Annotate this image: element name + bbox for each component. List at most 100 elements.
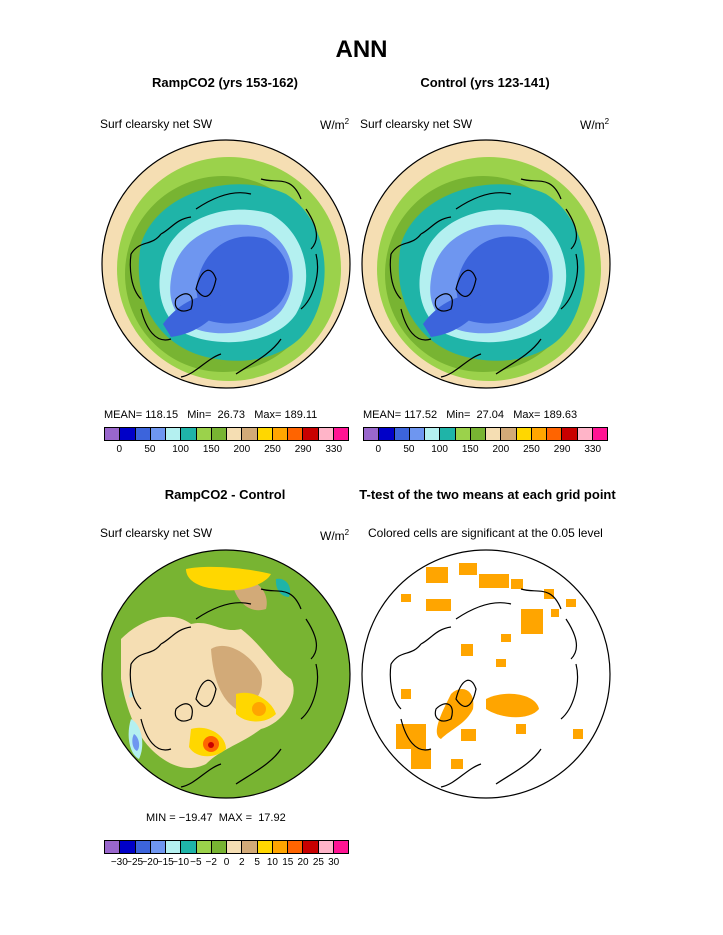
- colorbar-tick-label: −5: [190, 857, 202, 868]
- colorbar-tick-label: −15: [156, 857, 174, 868]
- colorbar-swatch: [196, 841, 212, 853]
- polar-map-difference: [101, 549, 351, 799]
- colorbar-swatch: [257, 841, 273, 853]
- colorbar-tick-label: 25: [312, 857, 324, 868]
- colorbar-tick-label: 330: [325, 444, 343, 455]
- colorbar-tick-label: 150: [202, 444, 220, 455]
- colorbar-tick-label: 10: [266, 857, 278, 868]
- colorbar-swatch: [288, 841, 304, 853]
- stats-control: MEAN= 117.52 Min= 27.04 Max= 189.63: [363, 409, 578, 421]
- colorbar-tick-label: 0: [116, 444, 123, 455]
- polar-map-ttest: [361, 549, 611, 799]
- colorbar-swatch: [592, 428, 607, 440]
- panel-subtitle-difference: Surf clearsky net SW: [100, 526, 213, 540]
- colorbar-swatch: [455, 428, 471, 440]
- panel-title-control: Control (yrs 123-141): [420, 75, 550, 90]
- panel-title-ttest: T-test of the two means at each grid poi…: [359, 487, 616, 502]
- colorbar-swatch: [409, 428, 425, 440]
- colorbar-swatch: [531, 428, 547, 440]
- colorbar-swatch: [394, 428, 410, 440]
- colorbar-swatch: [272, 841, 288, 853]
- colorbar-tick-label: 5: [254, 857, 260, 868]
- colorbar-tick-label: 250: [523, 444, 540, 455]
- colorbar-tick-label: 200: [233, 444, 251, 455]
- colorbar-swatch: [211, 841, 227, 853]
- colorbar-tick-label: 250: [264, 444, 281, 455]
- colorbar-swatch: [318, 428, 334, 440]
- colorbar-tick-label: 0: [223, 857, 230, 868]
- colorbar-tick-label: −25: [126, 857, 144, 868]
- units-label-control: W/m2: [580, 117, 610, 132]
- colorbar-tick-label: 100: [431, 444, 448, 455]
- colorbar-swatch: [379, 428, 395, 440]
- colorbar-swatch: [181, 428, 197, 440]
- colorbar-tick-label: 290: [553, 444, 571, 455]
- colorbar-swatch: [211, 428, 227, 440]
- colorbar-swatch: [150, 428, 166, 440]
- colorbar-tick-label: 50: [403, 444, 415, 455]
- colorbar-swatch: [227, 428, 243, 440]
- colorbar-swatch: [242, 428, 258, 440]
- colorbar-swatch: [440, 428, 456, 440]
- colorbar-tick-label: 30: [328, 857, 340, 868]
- colorbar-swatch: [303, 428, 319, 440]
- colorbar-tick-label: 330: [584, 444, 602, 455]
- colorbar-swatch: [135, 428, 151, 440]
- polar-map-control: [361, 139, 611, 389]
- colorbar-swatch: [288, 428, 304, 440]
- colorbar-swatch: [135, 841, 151, 853]
- colorbar-tick-label: −2: [205, 857, 217, 868]
- colorbar-tick-label: 20: [297, 857, 309, 868]
- panel-title-rampco2: RampCO2 (yrs 153-162): [152, 75, 298, 90]
- colorbar-control: [363, 427, 608, 441]
- colorbar-tick-label: 100: [172, 444, 189, 455]
- colorbar-swatch: [425, 428, 441, 440]
- panel-subtitle-ttest: Colored cells are significant at the 0.0…: [368, 526, 603, 540]
- colorbar-rampco2: [104, 427, 349, 441]
- colorbar-swatch: [562, 428, 578, 440]
- colorbar-tick-label: 50: [144, 444, 156, 455]
- colorbar-swatch: [166, 841, 182, 853]
- colorbar-swatch: [105, 428, 121, 440]
- units-label-rampco2: W/m2: [320, 117, 350, 132]
- colorbar-swatch: [105, 841, 121, 853]
- colorbar-swatch: [196, 428, 212, 440]
- colorbar-swatch: [364, 428, 380, 440]
- colorbar-swatch: [181, 841, 197, 853]
- figure-title: ANN: [335, 36, 388, 63]
- polar-map-rampco2: [101, 139, 351, 389]
- colorbar-swatch: [333, 428, 348, 440]
- colorbar-swatch: [227, 841, 243, 853]
- colorbar-swatch: [303, 841, 319, 853]
- colorbar-swatch: [501, 428, 517, 440]
- colorbar-swatch: [333, 841, 348, 853]
- colorbar-tick-label: 0: [375, 444, 382, 455]
- colorbar-swatch: [470, 428, 486, 440]
- colorbar-tick-label: −30: [110, 857, 128, 868]
- colorbar-tick-label: 15: [282, 857, 294, 868]
- colorbar-difference: [104, 840, 349, 854]
- stats-rampco2: MEAN= 118.15 Min= 26.73 Max= 189.11: [104, 409, 318, 421]
- colorbar-swatch: [547, 428, 563, 440]
- panel-title-difference: RampCO2 - Control: [164, 487, 286, 502]
- colorbar-swatch: [166, 428, 182, 440]
- colorbar-swatch: [577, 428, 593, 440]
- colorbar-tick-label: 150: [461, 444, 479, 455]
- colorbar-tick-label: 200: [492, 444, 510, 455]
- colorbar-swatch: [516, 428, 532, 440]
- colorbar-swatch: [242, 841, 258, 853]
- panel-subtitle-control: Surf clearsky net SW: [360, 117, 473, 131]
- colorbar-swatch: [257, 428, 273, 440]
- colorbar-tick-label: −10: [172, 857, 190, 868]
- colorbar-swatch: [120, 428, 136, 440]
- colorbar-swatch: [272, 428, 288, 440]
- colorbar-tick-label: −20: [141, 857, 159, 868]
- units-label-difference: W/m2: [320, 528, 350, 543]
- colorbar-swatch: [486, 428, 502, 440]
- colorbar-swatch: [120, 841, 136, 853]
- panel-subtitle-rampco2: Surf clearsky net SW: [100, 117, 213, 131]
- colorbar-swatch: [318, 841, 334, 853]
- colorbar-swatch: [150, 841, 166, 853]
- stats-difference: MIN = −19.47 MAX = 17.92: [146, 812, 286, 824]
- colorbar-tick-label: 2: [239, 857, 245, 868]
